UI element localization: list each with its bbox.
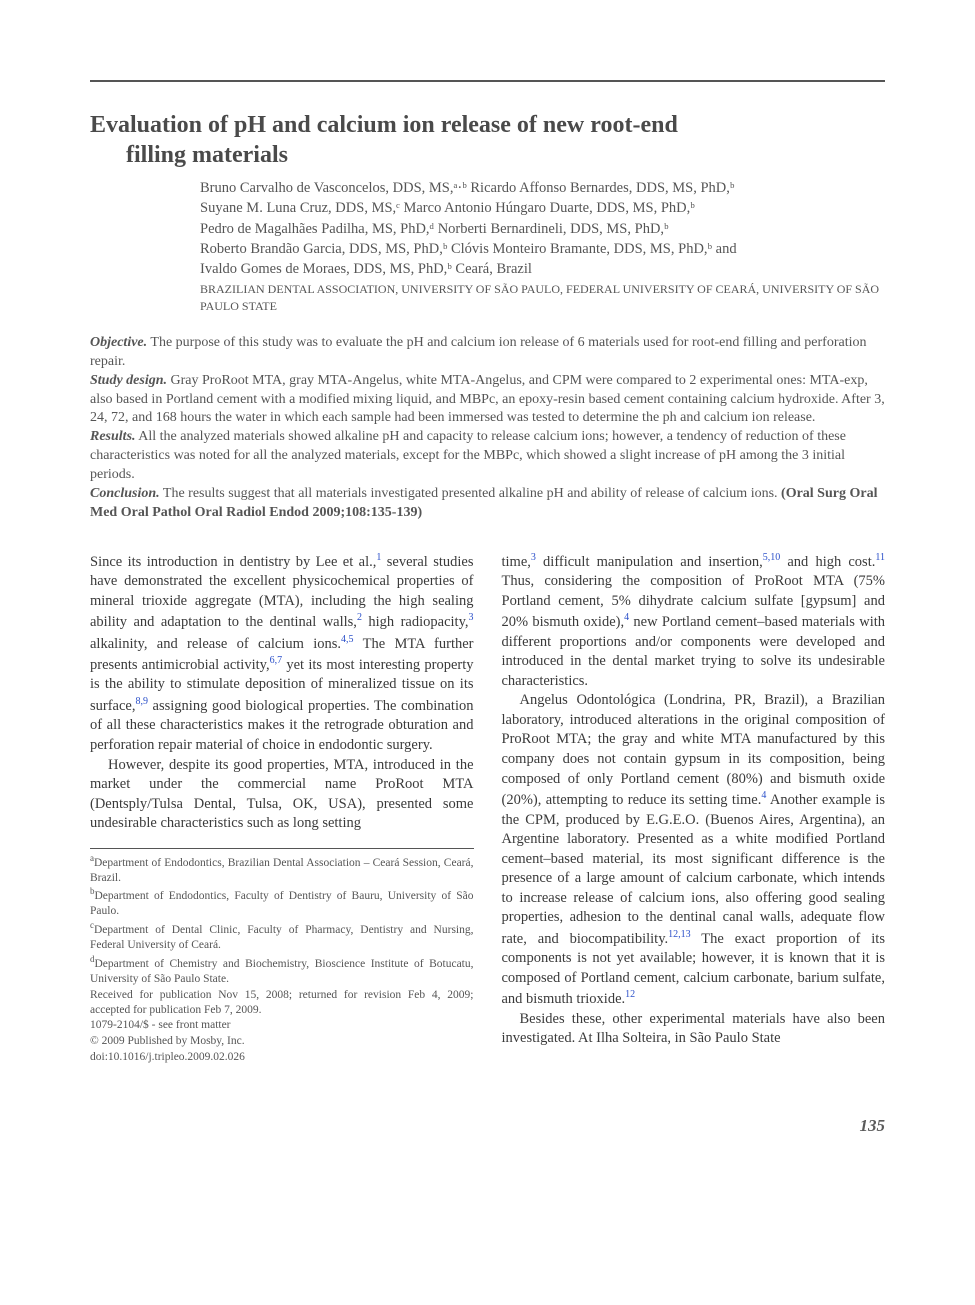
pub-info: doi:10.1016/j.tripleo.2009.02.026 xyxy=(90,1050,474,1065)
ref-link[interactable]: 6,7 xyxy=(270,655,283,666)
abstract-conclusion: The results suggest that all materials i… xyxy=(160,486,781,501)
affiliations-caps: BRAZILIAN DENTAL ASSOCIATION, UNIVERSITY… xyxy=(90,281,885,313)
footnote: cDepartment of Dental Clinic, Faculty of… xyxy=(90,920,474,953)
ref-link[interactable]: 12 xyxy=(625,989,635,1000)
footnote: dDepartment of Chemistry and Biochemistr… xyxy=(90,954,474,987)
author-line: Roberto Brandão Garcia, DDS, MS, PhD,ᵇ C… xyxy=(200,239,885,259)
footnote: bDepartment of Endodontics, Faculty of D… xyxy=(90,886,474,919)
author-line: Suyane M. Luna Cruz, DDS, MS,ᶜ Marco Ant… xyxy=(200,198,885,218)
author-line: Pedro de Magalhães Padilha, MS, PhD,ᵈ No… xyxy=(200,219,885,239)
ref-link[interactable]: 8,9 xyxy=(135,696,148,707)
body-paragraph: Angelus Odontológica (Londrina, PR, Braz… xyxy=(502,691,886,1009)
left-column: Since its introduction in dentistry by L… xyxy=(90,551,474,1067)
body-paragraph: time,3 difficult manipulation and insert… xyxy=(502,551,886,692)
footnotes: aDepartment of Endodontics, Brazilian De… xyxy=(90,853,474,1066)
abstract-results: All the analyzed materials showed alkali… xyxy=(90,429,846,482)
body-paragraph: Since its introduction in dentistry by L… xyxy=(90,551,474,756)
pub-info: 1079-2104/$ - see front matter xyxy=(90,1018,474,1033)
footnote: aDepartment of Endodontics, Brazilian De… xyxy=(90,853,474,886)
page-number: 135 xyxy=(0,1106,975,1156)
pub-info: Received for publication Nov 15, 2008; r… xyxy=(90,988,474,1018)
abstract-results-label: Results. xyxy=(90,429,136,444)
authors-block: Bruno Carvalho de Vasconcelos, DDS, MS,ᵃ… xyxy=(90,178,885,279)
right-column: time,3 difficult manipulation and insert… xyxy=(502,551,886,1067)
abstract-design-label: Study design. xyxy=(90,373,167,388)
ref-link[interactable]: 11 xyxy=(875,552,885,563)
article-title: Evaluation of pH and calcium ion release… xyxy=(90,110,885,170)
title-line-2: filling materials xyxy=(90,140,885,170)
abstract-objective-label: Objective. xyxy=(90,335,147,350)
footnotes-rule xyxy=(90,848,474,849)
abstract-design: Gray ProRoot MTA, gray MTA-Angelus, whit… xyxy=(90,373,885,426)
ref-link[interactable]: 4,5 xyxy=(341,634,354,645)
author-line: Bruno Carvalho de Vasconcelos, DDS, MS,ᵃ… xyxy=(200,178,885,198)
abstract: Objective. The purpose of this study was… xyxy=(90,334,885,523)
abstract-objective: The purpose of this study was to evaluat… xyxy=(90,335,867,369)
pub-info: © 2009 Published by Mosby, Inc. xyxy=(90,1034,474,1049)
top-rule xyxy=(90,80,885,82)
ref-link[interactable]: 5,10 xyxy=(763,552,781,563)
ref-link[interactable]: 3 xyxy=(469,612,474,623)
ref-link[interactable]: 12,13 xyxy=(668,929,691,940)
body-columns: Since its introduction in dentistry by L… xyxy=(90,551,885,1067)
abstract-conclusion-label: Conclusion. xyxy=(90,486,160,501)
body-paragraph: However, despite its good properties, MT… xyxy=(90,756,474,834)
title-line-1: Evaluation of pH and calcium ion release… xyxy=(90,112,678,138)
author-line: Ivaldo Gomes de Moraes, DDS, MS, PhD,ᵇ C… xyxy=(200,259,885,279)
body-paragraph: Besides these, other experimental materi… xyxy=(502,1010,886,1049)
